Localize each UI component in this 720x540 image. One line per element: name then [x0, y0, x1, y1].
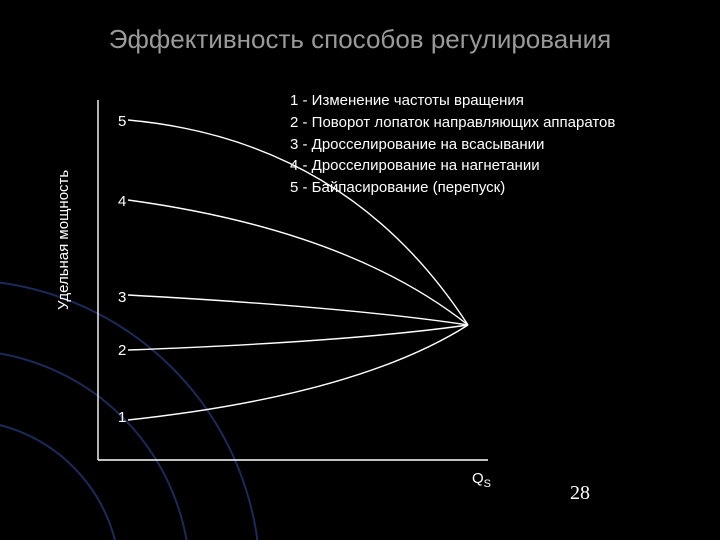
efficiency-chart [88, 100, 528, 480]
slide-title: Эффективность способов регулирования [0, 24, 720, 55]
page-number: 28 [570, 482, 590, 505]
y-axis-label: Удельная мощность [55, 170, 72, 310]
